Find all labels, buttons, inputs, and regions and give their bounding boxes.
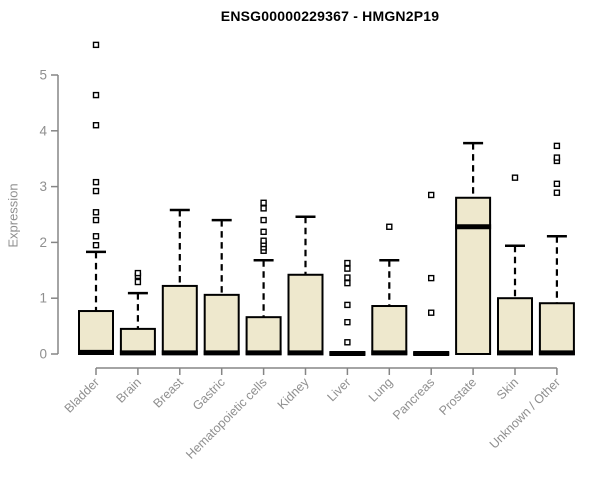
x-tick-label: Brain <box>113 375 144 406</box>
box-group-lung <box>371 223 408 356</box>
outlier-point <box>260 199 267 206</box>
outlier-point <box>344 301 351 309</box>
x-tick-label: Liver <box>324 375 353 404</box>
box-rect <box>203 293 240 355</box>
outlier-point <box>92 178 100 186</box>
box-rect <box>119 327 156 356</box>
outlier-point <box>344 318 351 326</box>
outlier-point <box>428 274 435 282</box>
box-group-unknown-other <box>538 142 575 356</box>
x-tick-label: Gastric <box>190 375 228 413</box>
y-tick-label: 5 <box>39 68 47 83</box>
y-tick-label: 4 <box>39 123 47 138</box>
x-tick-label: Hematopoietic cells <box>183 375 270 462</box>
box-group-pancreas <box>413 191 450 356</box>
x-tick-label: Unknown / Other <box>487 375 563 451</box>
outlier-point <box>386 223 393 230</box>
x-tick-label: Prostate <box>436 375 479 418</box>
outlier-point <box>92 187 100 195</box>
y-tick-label: 1 <box>39 291 47 306</box>
outlier-point <box>92 122 100 129</box>
box-rect <box>538 302 575 355</box>
box-group-skin <box>497 174 533 356</box>
outlier-point <box>344 259 351 267</box>
box-group-liver <box>329 259 366 356</box>
chart-title: ENSG00000229367 - HMGN2P19 <box>220 8 440 24</box>
outlier-point <box>428 191 435 199</box>
outlier-point <box>92 91 100 99</box>
outlier-point <box>260 237 267 244</box>
y-tick-label: 2 <box>39 235 47 250</box>
box-group-brain <box>119 269 156 356</box>
outlier-point <box>134 278 142 286</box>
outlier-point <box>134 269 142 277</box>
box-rect <box>497 297 533 356</box>
outlier-point <box>92 233 100 240</box>
x-tick-label: Breast <box>150 375 186 411</box>
x-tick-label: Pancreas <box>390 375 437 422</box>
outlier-point <box>553 189 561 196</box>
box-group-kidney <box>287 215 324 356</box>
outlier-point <box>553 154 561 161</box>
box-rect <box>245 316 282 355</box>
y-tick-label: 0 <box>39 347 47 362</box>
box-rect <box>78 310 114 355</box>
outlier-point <box>344 279 351 287</box>
outlier-point <box>260 228 267 235</box>
box-group-bladder <box>78 41 114 355</box>
box-group-breast <box>161 208 198 356</box>
box-rect <box>371 305 408 355</box>
outlier-point <box>511 174 519 181</box>
y-tick-label: 3 <box>39 179 47 194</box>
y-axis-title: Expression <box>5 183 21 248</box>
x-tick-label: Bladder <box>62 375 102 415</box>
x-tick-label: Kidney <box>275 375 312 412</box>
x-tick-label: Skin <box>494 375 521 402</box>
outlier-point <box>344 274 351 281</box>
box-rect <box>455 196 492 355</box>
outlier-point <box>92 241 100 249</box>
box-group-prostate <box>455 141 492 355</box>
outlier-point <box>92 216 100 224</box>
box-rect <box>161 284 198 356</box>
outlier-point <box>344 339 351 346</box>
outlier-point <box>344 265 351 272</box>
outlier-point <box>553 142 561 150</box>
x-tick-label: Lung <box>366 375 396 405</box>
outlier-point <box>260 205 267 212</box>
outlier-point <box>428 309 435 316</box>
outlier-point <box>92 41 100 49</box>
box-group-hematopoietic-cells <box>245 199 282 356</box>
outlier-point <box>92 209 100 216</box>
outlier-point <box>260 216 267 224</box>
outlier-point <box>553 180 561 188</box>
box-group-gastric <box>203 218 240 356</box>
box-rect <box>287 273 324 356</box>
